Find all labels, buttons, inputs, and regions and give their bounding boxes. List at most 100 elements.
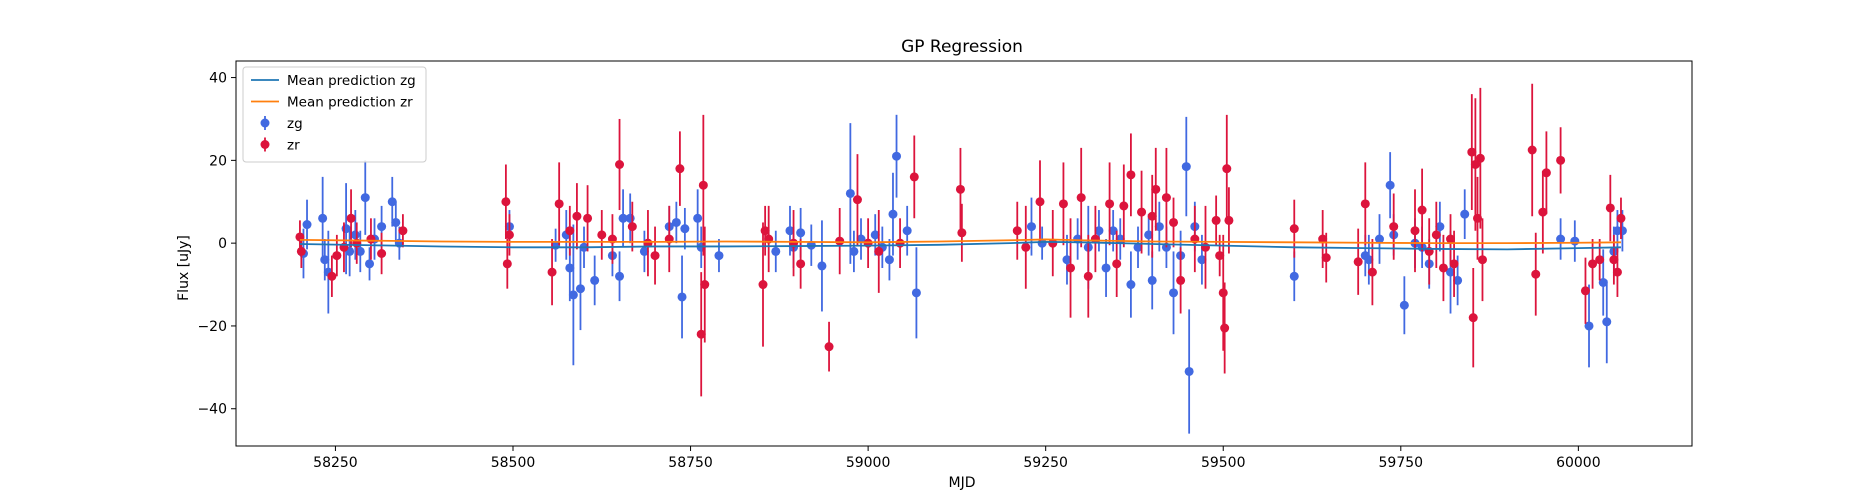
- point-marker: [760, 226, 770, 236]
- point-marker: [698, 180, 708, 190]
- point-marker: [1556, 234, 1566, 244]
- data-point-zg: [1144, 214, 1154, 256]
- data-point-zr: [1224, 187, 1234, 254]
- point-marker: [771, 246, 781, 256]
- data-point-zr: [957, 203, 967, 262]
- data-point-zg: [625, 193, 635, 244]
- y-tick-label: −40: [197, 402, 227, 418]
- x-tick-label: 58750: [668, 455, 713, 471]
- data-point-zg: [1133, 226, 1143, 268]
- point-marker: [696, 329, 706, 339]
- x-tick-label: 59250: [1023, 455, 1068, 471]
- point-marker: [957, 228, 967, 238]
- data-point-zg: [318, 176, 328, 260]
- y-tick-label: 20: [209, 153, 227, 169]
- data-point-zg: [693, 189, 703, 248]
- point-marker: [615, 159, 625, 169]
- data-point-zr: [615, 118, 625, 211]
- point-marker: [1137, 207, 1147, 217]
- data-point-zr: [758, 222, 768, 347]
- data-point-zg: [391, 201, 401, 244]
- point-marker: [1073, 234, 1083, 244]
- point-marker: [1197, 255, 1207, 265]
- point-marker: [1105, 199, 1115, 209]
- chart-title: GP Regression: [901, 37, 1023, 57]
- data-point-zr: [504, 214, 514, 256]
- data-point-zg: [1094, 210, 1104, 252]
- data-point-zr: [1424, 218, 1434, 285]
- point-marker: [1076, 193, 1086, 203]
- data-point-zg: [355, 230, 365, 273]
- data-point-zg: [387, 176, 397, 227]
- point-marker: [700, 280, 710, 290]
- point-marker: [1431, 230, 1441, 240]
- point-marker: [1385, 180, 1395, 190]
- point-marker: [870, 230, 880, 240]
- data-point-zr: [1211, 195, 1221, 246]
- data-point-zr: [1151, 147, 1161, 231]
- plot-axes: 58250 58500 58750 59000 59250 59500 59750 60000…: [197, 60, 1693, 471]
- point-marker: [1112, 259, 1122, 269]
- point-marker: [1169, 217, 1179, 227]
- data-point-zg: [365, 247, 375, 281]
- series-line-mean-prediction-zr: [299, 238, 1621, 245]
- legend-entry: zg: [260, 116, 303, 132]
- point-marker: [590, 275, 600, 285]
- point-marker: [1215, 251, 1225, 261]
- point-marker: [575, 284, 585, 294]
- point-marker: [360, 193, 370, 203]
- point-marker: [618, 213, 628, 223]
- data-point-zr: [1541, 131, 1551, 215]
- point-marker: [1475, 153, 1485, 163]
- data-point-zg: [671, 201, 681, 244]
- point-marker: [1222, 164, 1232, 174]
- point-marker: [1144, 230, 1154, 240]
- data-point-zr: [1035, 160, 1045, 244]
- data-point-zg: [1037, 226, 1047, 260]
- point-marker: [856, 234, 866, 244]
- point-marker: [1035, 197, 1045, 207]
- point-marker: [1021, 242, 1031, 252]
- point-marker: [296, 246, 306, 256]
- x-tick-label: 60000: [1556, 455, 1601, 471]
- point-marker: [1598, 277, 1608, 287]
- series-line-mean-prediction-zg: [299, 241, 1621, 251]
- data-point-zr: [1446, 214, 1456, 264]
- point-marker: [1616, 213, 1626, 223]
- point-marker: [1470, 159, 1480, 169]
- data-point-zg: [1289, 251, 1299, 302]
- point-marker: [387, 197, 397, 207]
- y-tick-label: 40: [209, 71, 227, 87]
- data-point-zr: [1605, 174, 1615, 242]
- point-marker: [568, 290, 578, 300]
- point-marker: [1367, 267, 1377, 277]
- point-marker: [1467, 147, 1477, 157]
- point-marker: [671, 217, 681, 227]
- point-marker: [849, 246, 859, 256]
- point-marker: [1154, 222, 1164, 232]
- point-marker: [320, 255, 330, 265]
- legend-marker-swatch: [260, 118, 270, 128]
- point-marker: [1083, 271, 1093, 281]
- data-point-zr: [1021, 205, 1031, 289]
- point-marker: [1224, 215, 1234, 225]
- point-marker: [874, 246, 884, 256]
- point-marker: [1318, 234, 1328, 244]
- point-marker: [1435, 222, 1445, 232]
- point-marker: [1058, 199, 1068, 209]
- point-marker: [1220, 323, 1230, 333]
- point-marker: [680, 224, 690, 234]
- point-marker: [888, 209, 898, 219]
- data-point-zg: [1602, 280, 1612, 364]
- data-point-zr: [1119, 164, 1129, 248]
- point-marker: [1460, 209, 1470, 219]
- point-marker: [366, 234, 376, 244]
- data-point-zr: [874, 210, 884, 293]
- data-point-zg: [902, 205, 912, 256]
- y-tick-label: −20: [197, 319, 227, 335]
- data-point-zg: [849, 230, 859, 273]
- data-point-zr: [1580, 257, 1590, 324]
- data-point-zr: [698, 114, 708, 256]
- point-marker: [1399, 300, 1409, 310]
